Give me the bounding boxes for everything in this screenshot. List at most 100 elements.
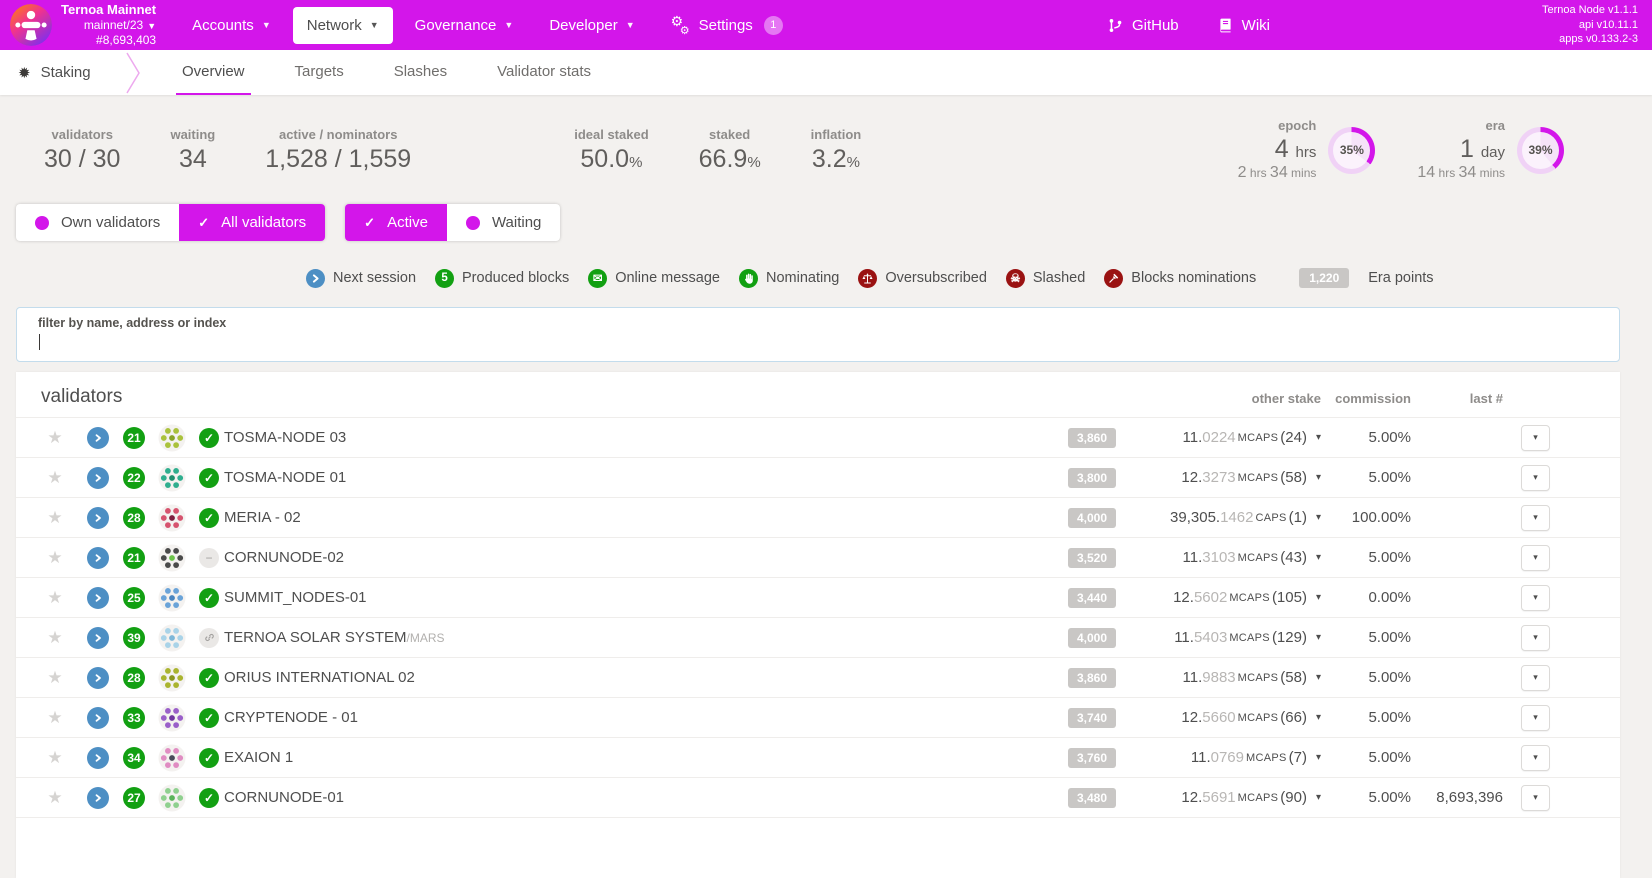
row-dropdown-button[interactable]: ▾: [1521, 744, 1550, 771]
produced-blocks-badge: 25: [123, 586, 145, 609]
era-points-cell: 4,000: [1019, 498, 1124, 537]
tab-slashes[interactable]: Slashes: [393, 63, 448, 80]
toggle-active[interactable]: ✓ Active: [345, 204, 447, 242]
validator-row: ★ 21 − CORNUNODE-02 3,520 11. 3103 MCAPS (43) ▾…: [16, 537, 1620, 577]
filter-toggle-group-2: ✓ Active Waiting: [345, 204, 561, 242]
favorite-star-icon[interactable]: ★: [47, 427, 63, 447]
stake-integer: 12.: [1181, 469, 1203, 487]
validator-name[interactable]: EXAION 1: [224, 738, 1019, 777]
filter-input[interactable]: [38, 333, 1598, 353]
brand[interactable]: Ternoa Mainnet mainnet/23 ▼ #8,693,403: [10, 2, 156, 48]
status-legend: Next session 5 Produced blocks ✉ Online mess…: [0, 241, 1652, 301]
epoch-progress-donut: 35%: [1328, 126, 1376, 174]
favorite-star-icon[interactable]: ★: [47, 747, 63, 767]
validator-avatar[interactable]: [150, 778, 194, 817]
stake-expander-caret[interactable]: ▾: [1315, 432, 1321, 444]
stake-expander-caret[interactable]: ▾: [1315, 712, 1321, 724]
validator-name[interactable]: TOSMA-NODE 03: [224, 418, 1019, 457]
stake-expander-caret[interactable]: ▾: [1315, 752, 1321, 764]
stake-decimals: 0224: [1202, 429, 1236, 447]
validator-name[interactable]: TOSMA-NODE 01: [224, 458, 1019, 497]
validator-name[interactable]: MERIA - 02: [224, 498, 1019, 537]
toggle-own-validators[interactable]: Own validators: [16, 204, 179, 241]
validator-avatar[interactable]: [150, 538, 194, 577]
nominator-count: (1): [1288, 509, 1307, 527]
next-session-cell: [78, 698, 118, 737]
row-dropdown-button[interactable]: ▾: [1521, 464, 1550, 491]
tab-validator-stats[interactable]: Validator stats: [497, 63, 592, 80]
validator-name[interactable]: CORNUNODE-01: [224, 778, 1019, 817]
validator-avatar[interactable]: [150, 498, 194, 537]
version-info: Ternoa Node v1.1.1 api v10.11.1 apps v0.13…: [1542, 3, 1638, 48]
stake-expander-caret[interactable]: ▾: [1315, 672, 1321, 684]
chain-selector[interactable]: mainnet/23 ▼: [83, 18, 157, 33]
favorite-star-icon[interactable]: ★: [47, 667, 63, 687]
validator-avatar[interactable]: [150, 738, 194, 777]
nav-item-accounts[interactable]: Accounts ▼: [178, 7, 285, 44]
validator-avatar[interactable]: [150, 578, 194, 617]
row-dropdown-button[interactable]: ▾: [1521, 664, 1550, 691]
validator-avatar[interactable]: [150, 618, 194, 657]
section-staking: ✹ Staking: [18, 50, 114, 95]
validator-avatar[interactable]: [150, 698, 194, 737]
last-block-value: [1419, 698, 1511, 737]
commission-value: 5.00%: [1368, 669, 1411, 687]
favorite-star-icon[interactable]: ★: [47, 587, 63, 607]
other-stake-cell: 11. 0224 MCAPS (24) ▾: [1124, 418, 1329, 457]
next-session-cell: [78, 658, 118, 697]
stake-expander-caret[interactable]: ▾: [1315, 512, 1321, 524]
row-dropdown-button[interactable]: ▾: [1521, 424, 1550, 451]
toggle-all-validators[interactable]: ✓ All validators: [179, 204, 326, 242]
scale-icon: [858, 268, 878, 288]
era-points-value: 3,440: [1067, 587, 1116, 608]
row-dropdown-button[interactable]: ▾: [1521, 704, 1550, 731]
link-github[interactable]: GitHub: [1107, 17, 1179, 34]
stake-expander-caret[interactable]: ▾: [1315, 632, 1321, 644]
nav-item-settings[interactable]: ⚙ ⚙ Settings 1: [657, 6, 797, 45]
validator-avatar[interactable]: [150, 418, 194, 457]
stake-expander-caret[interactable]: ▾: [1315, 592, 1321, 604]
validator-avatar[interactable]: [150, 458, 194, 497]
validator-name[interactable]: CRYPTENODE - 01: [224, 698, 1019, 737]
validator-avatar[interactable]: [150, 658, 194, 697]
stake-unit: MCAPS: [1237, 471, 1279, 484]
chevron-right-icon: [87, 586, 109, 609]
row-dropdown-button[interactable]: ▾: [1521, 584, 1550, 611]
favorite-star-icon[interactable]: ★: [47, 547, 63, 567]
row-dropdown-button[interactable]: ▾: [1521, 624, 1550, 651]
produced-blocks-badge: 28: [123, 666, 145, 689]
produced-blocks-cell: 25: [118, 578, 150, 617]
era-points-value: 3,740: [1067, 707, 1116, 728]
stake-expander-caret[interactable]: ▾: [1315, 472, 1321, 484]
row-dropdown-button[interactable]: ▾: [1521, 504, 1550, 531]
validator-name[interactable]: TERNOA SOLAR SYSTEM/MARS: [224, 618, 1019, 657]
toggle-waiting[interactable]: Waiting: [447, 204, 560, 241]
nav-item-governance[interactable]: Governance ▼: [401, 7, 528, 44]
produced-blocks-cell: 22: [118, 458, 150, 497]
validator-name[interactable]: SUMMIT_NODES-01: [224, 578, 1019, 617]
favorite-star-icon[interactable]: ★: [47, 787, 63, 807]
legend-oversubscribed: Oversubscribed: [858, 268, 987, 288]
nav-item-developer[interactable]: Developer ▼: [535, 7, 648, 44]
row-menu-cell: ▾: [1511, 498, 1620, 537]
favorite-star-icon[interactable]: ★: [47, 627, 63, 647]
status-cell: ✓: [194, 418, 224, 457]
toggle-label: Waiting: [491, 214, 542, 232]
row-dropdown-button[interactable]: ▾: [1521, 784, 1550, 811]
row-menu-cell: ▾: [1511, 658, 1620, 697]
favorite-star-icon[interactable]: ★: [47, 467, 63, 487]
chevron-right-icon: [87, 626, 109, 649]
validator-name[interactable]: CORNUNODE-02: [224, 538, 1019, 577]
stake-expander-caret[interactable]: ▾: [1315, 792, 1321, 804]
favorite-star-icon[interactable]: ★: [47, 707, 63, 727]
validator-name[interactable]: ORIUS INTERNATIONAL 02: [224, 658, 1019, 697]
tab-targets[interactable]: Targets: [294, 63, 344, 80]
stake-expander-caret[interactable]: ▾: [1315, 552, 1321, 564]
favorite-star-icon[interactable]: ★: [47, 507, 63, 527]
row-dropdown-button[interactable]: ▾: [1521, 544, 1550, 571]
link-wiki[interactable]: Wiki: [1217, 17, 1270, 34]
produced-blocks-badge: 27: [123, 786, 145, 809]
main-nav: Accounts ▼ Network ▼ Governance ▼ Developer ▼ ⚙ ⚙…: [178, 6, 797, 45]
nav-item-network[interactable]: Network ▼: [292, 6, 393, 44]
tab-overview[interactable]: Overview: [176, 50, 251, 95]
